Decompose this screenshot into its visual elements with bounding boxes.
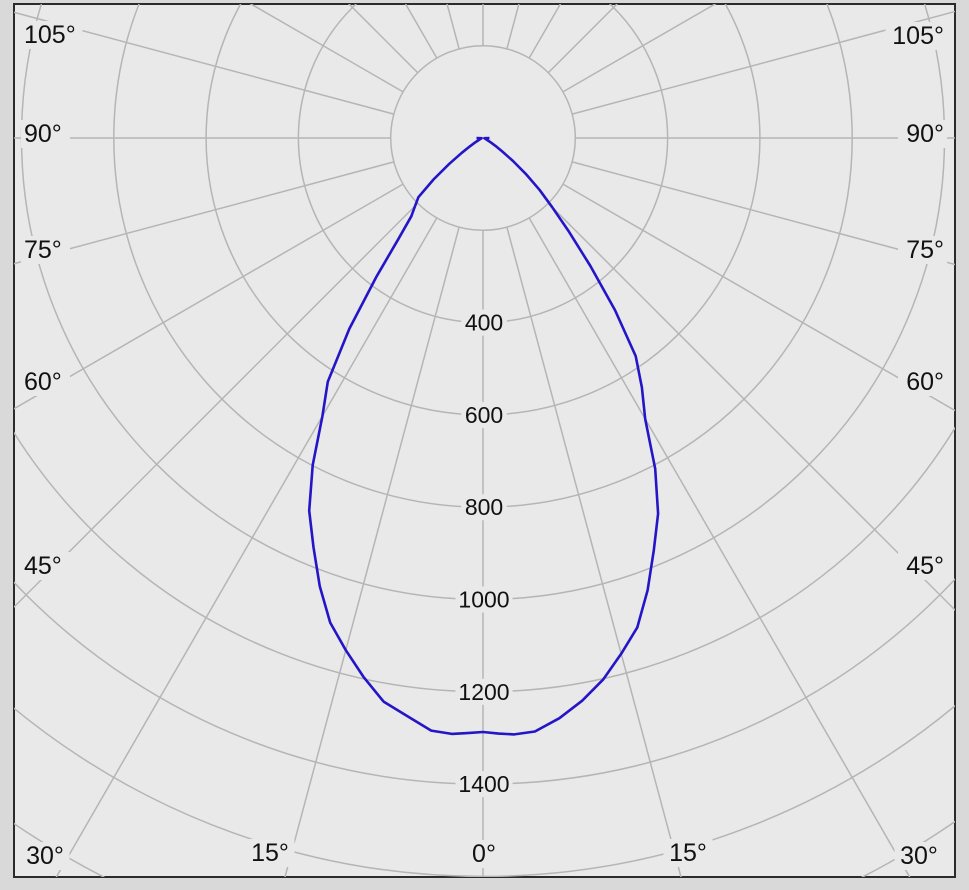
intensity-curve [307,136,660,736]
angle-label-left: 60° [24,368,62,396]
angle-label-bottom: 15° [669,839,707,867]
grid-spoke [528,217,911,877]
angle-label-left: 105° [24,21,76,49]
label-mask [898,552,947,580]
label-mask [245,839,295,867]
label-mask [455,586,513,613]
plot-area [13,3,956,878]
label-mask [461,309,507,336]
label-mask [461,401,507,428]
grid-spoke [284,226,460,877]
label-mask [663,839,713,867]
label-mask [21,552,70,580]
grid-spoke [249,4,404,93]
label-mask [898,368,947,396]
label-mask [21,120,70,148]
radial-tick-label: 1000 [458,587,509,613]
label-mask [455,771,513,798]
angle-label-right: 75° [906,236,944,264]
angle-label-right: 45° [906,552,944,580]
grid-spoke [571,161,955,266]
angle-label-left: 45° [24,552,62,580]
angle-label-left: 90° [24,120,62,148]
radial-tick-label: 600 [465,402,503,428]
grid-spoke [506,226,682,877]
grid-spoke [14,202,419,609]
angle-label-left: 75° [24,236,62,264]
label-mask [894,842,944,870]
label-mask [21,21,83,49]
grid-spoke [547,202,955,612]
label-mask [20,842,70,870]
angle-label-right: 60° [906,368,944,396]
radial-tick-label: 800 [465,494,503,520]
angle-label-bottom: 30° [26,842,64,870]
label-mask [898,236,947,264]
angle-label-bottom: 30° [900,842,938,870]
angle-label-bottom: 0° [472,840,496,868]
angle-label-right: 90° [906,120,944,148]
angle-label-bottom: 15° [251,839,289,867]
radial-tick-label: 400 [465,310,503,336]
label-mask [455,678,513,705]
label-mask [21,368,70,396]
grid-spoke [55,217,438,877]
grid-spoke [14,161,395,265]
radial-tick-label: 1200 [458,679,509,705]
grid-spoke [562,4,717,93]
label-mask [898,120,947,148]
label-mask [885,22,947,50]
grid-spoke [14,11,395,115]
angle-label-right: 105° [892,22,944,50]
radial-tick-label: 1400 [458,771,509,797]
label-mask [465,840,503,868]
label-mask [21,236,70,264]
label-mask [461,494,507,521]
grid-spoke [571,10,955,115]
